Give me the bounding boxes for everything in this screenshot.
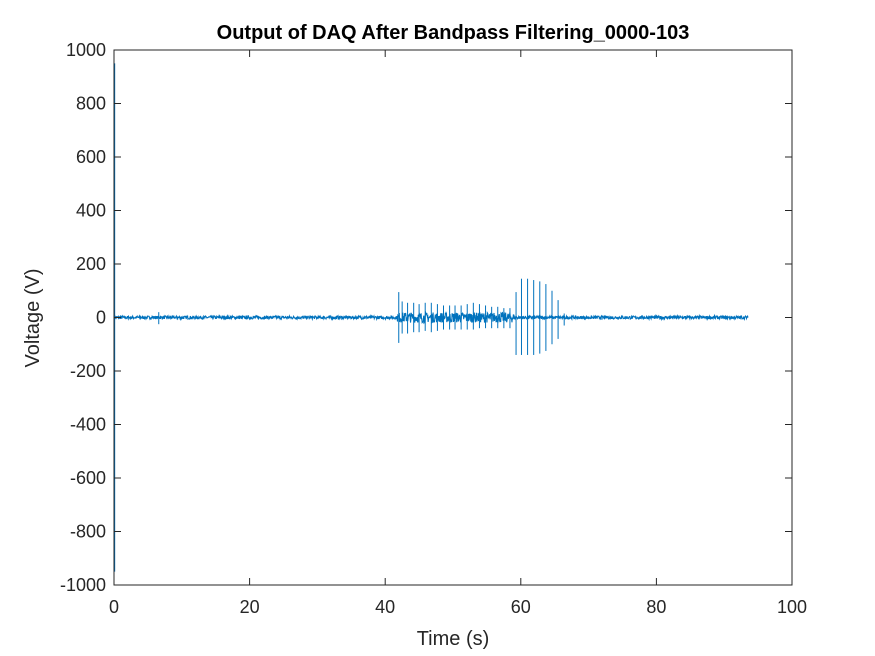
chart-title: Output of DAQ After Bandpass Filtering_0… (217, 22, 690, 44)
x-tick-label: 80 (646, 597, 666, 617)
y-tick-label: -200 (70, 361, 106, 381)
y-tick-label: 0 (96, 308, 106, 328)
x-tick-label: 100 (777, 597, 807, 617)
y-tick-label: -400 (70, 415, 106, 435)
y-tick-label: -1000 (60, 575, 106, 595)
y-axis-label: Voltage (V) (22, 269, 44, 368)
y-tick-label: 800 (76, 94, 106, 114)
x-tick-label: 40 (375, 597, 395, 617)
y-tick-label: -800 (70, 522, 106, 542)
y-tick-label: 200 (76, 254, 106, 274)
y-tick-label: -600 (70, 468, 106, 488)
axes: 0 20 40 60 80 100 -1000 -800 -600 -400 -200 0 200 400… (60, 40, 807, 617)
x-axis-label: Time (s) (417, 628, 490, 650)
y-tick-label: 1000 (66, 40, 106, 60)
x-tick-label: 0 (109, 597, 119, 617)
y-tick-label: 600 (76, 147, 106, 167)
y-tick-label: 400 (76, 201, 106, 221)
x-tick-label: 20 (240, 597, 260, 617)
x-tick-label: 60 (511, 597, 531, 617)
